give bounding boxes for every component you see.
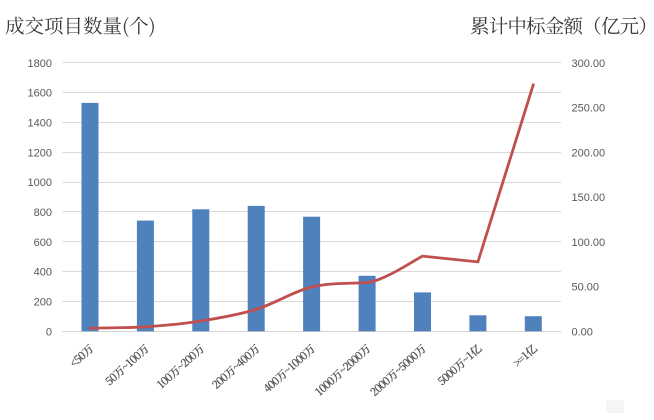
svg-text:100.00: 100.00 — [572, 237, 606, 249]
svg-text:1000: 1000 — [28, 177, 52, 189]
svg-text:150.00: 150.00 — [572, 192, 606, 204]
svg-text:400: 400 — [34, 267, 52, 279]
svg-text:50.00: 50.00 — [572, 282, 600, 294]
svg-text:600: 600 — [34, 237, 52, 249]
svg-text:200: 200 — [34, 297, 52, 309]
svg-text:1400: 1400 — [28, 118, 52, 130]
svg-text:800: 800 — [34, 207, 52, 219]
svg-text:0: 0 — [46, 326, 52, 338]
svg-text:300.00: 300.00 — [572, 58, 606, 70]
svg-text:1800: 1800 — [28, 58, 52, 70]
svg-text:250.00: 250.00 — [572, 103, 606, 115]
svg-text:1600: 1600 — [28, 88, 52, 100]
svg-text:0.00: 0.00 — [572, 326, 593, 338]
svg-text:1200: 1200 — [28, 147, 52, 159]
svg-text:200.00: 200.00 — [572, 147, 606, 159]
